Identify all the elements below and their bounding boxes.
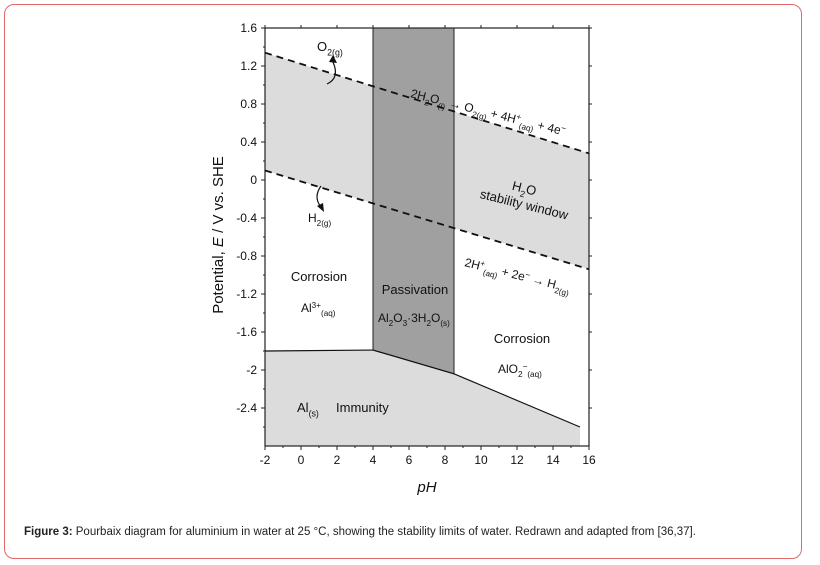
alo2-label: AlO2−(aq) <box>498 362 542 379</box>
x-tick-label: 0 <box>298 453 305 467</box>
o2-arrow <box>326 61 337 85</box>
series-lines <box>264 51 590 428</box>
h2-arrowhead <box>317 203 324 212</box>
y-tick-label: -2.4 <box>236 401 257 415</box>
y-tick-label: -2 <box>246 363 257 377</box>
y-tick-label: -1.2 <box>236 287 257 301</box>
caption-label: Figure 3: <box>24 526 73 538</box>
x-tick-label: 10 <box>474 453 488 467</box>
y-tick-label: -0.8 <box>236 249 257 263</box>
h2-reaction-label: 2H+(aq) + 2e− → H2(g) <box>463 255 573 298</box>
region-labels: O2(g) H2(g) 2H2O(l) → O2(g) + 4H+(aq) + 4e… <box>291 39 573 419</box>
y-tick-label: -1.6 <box>236 325 257 339</box>
o2-arrowhead <box>329 55 337 63</box>
series-line-4 <box>453 373 581 428</box>
y-tick-label: 1.6 <box>240 21 257 35</box>
x-axis-label: pH <box>416 479 436 496</box>
x-tick-label: 2 <box>334 453 341 467</box>
h2-arrow <box>316 185 322 208</box>
axes: -2 0 2 4 6 8 10 12 14 16 1.6 1.2 0.8 0.4 0 -0.4 -0.8 -1.2… <box>210 21 596 496</box>
y-tick-label: -0.4 <box>236 211 257 225</box>
y-axis-label: Potential, E / V vs. SHE <box>210 156 227 314</box>
series-line-0 <box>264 51 590 155</box>
figure-caption: Figure 3: Pourbaix diagram for aluminium… <box>24 526 696 538</box>
x-tick-label: 8 <box>442 453 449 467</box>
x-tick-label: 12 <box>510 453 524 467</box>
h2-label: H2(g) <box>308 211 331 228</box>
x-tick-label: -2 <box>260 453 271 467</box>
x-tick-label: 14 <box>546 453 560 467</box>
y-tick-label: 0.8 <box>240 97 257 111</box>
y-tick-label: 0.4 <box>240 135 257 149</box>
al2o3-label: Al2O3·3H2O(s) <box>378 311 450 328</box>
immunity-label: Immunity <box>336 400 389 415</box>
y-tick-label: 1.2 <box>240 59 257 73</box>
arrows <box>316 55 337 212</box>
caption-text: Pourbaix diagram for aluminium in water … <box>72 526 696 538</box>
o2-label: O2(g) <box>317 39 343 58</box>
series-line-3 <box>372 349 455 375</box>
al3-label: Al3+(aq) <box>301 301 336 318</box>
o2-reaction-label: 2H2O(l) → O2(g) + 4H+(aq) + 4e− <box>409 86 568 141</box>
x-tick-label: 16 <box>582 453 596 467</box>
al-s-label: Al(s) <box>297 400 319 419</box>
window-title-label: H2O <box>510 178 538 202</box>
series-line-2 <box>264 349 374 352</box>
corrosion-right-label: Corrosion <box>494 331 550 346</box>
corrosion-left-label: Corrosion <box>291 269 347 284</box>
y-tick-label: 0 <box>250 173 257 187</box>
x-tick-label: 4 <box>370 453 377 467</box>
series-line-1 <box>264 169 590 271</box>
passivation-label: Passivation <box>382 282 448 297</box>
x-tick-label: 6 <box>406 453 413 467</box>
immunity-region-fill <box>265 350 580 446</box>
